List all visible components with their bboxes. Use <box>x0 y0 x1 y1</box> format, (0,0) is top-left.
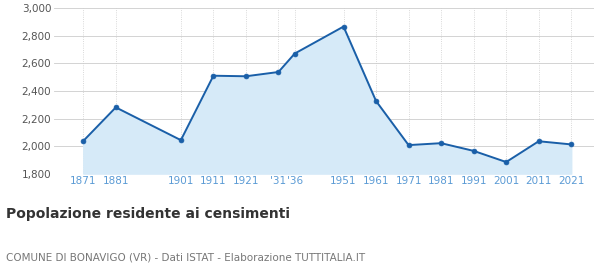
Text: Popolazione residente ai censimenti: Popolazione residente ai censimenti <box>6 207 290 221</box>
Text: COMUNE DI BONAVIGO (VR) - Dati ISTAT - Elaborazione TUTTITALIA.IT: COMUNE DI BONAVIGO (VR) - Dati ISTAT - E… <box>6 252 365 262</box>
